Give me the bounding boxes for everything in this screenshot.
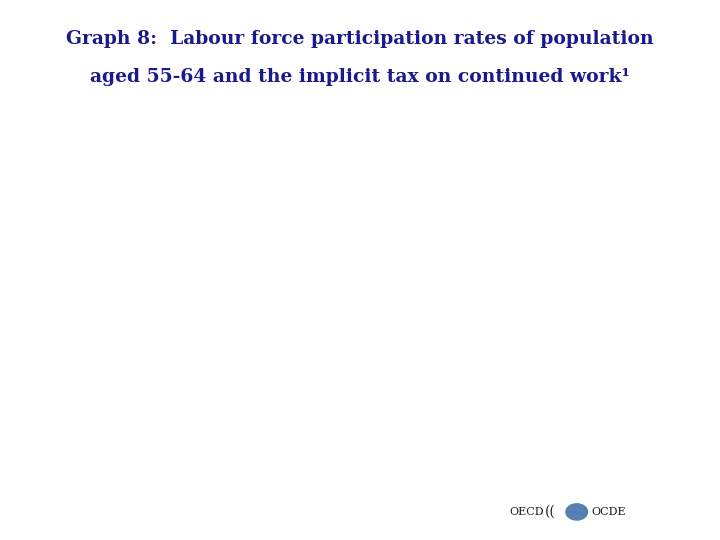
Text: OCDE: OCDE [591,507,626,517]
Text: OECD: OECD [509,507,544,517]
Text: aged 55-64 and the implicit tax on continued work¹: aged 55-64 and the implicit tax on conti… [90,68,630,85]
Text: ((: (( [545,505,556,519]
Text: Graph 8:  Labour force participation rates of population: Graph 8: Labour force participation rate… [66,30,654,48]
